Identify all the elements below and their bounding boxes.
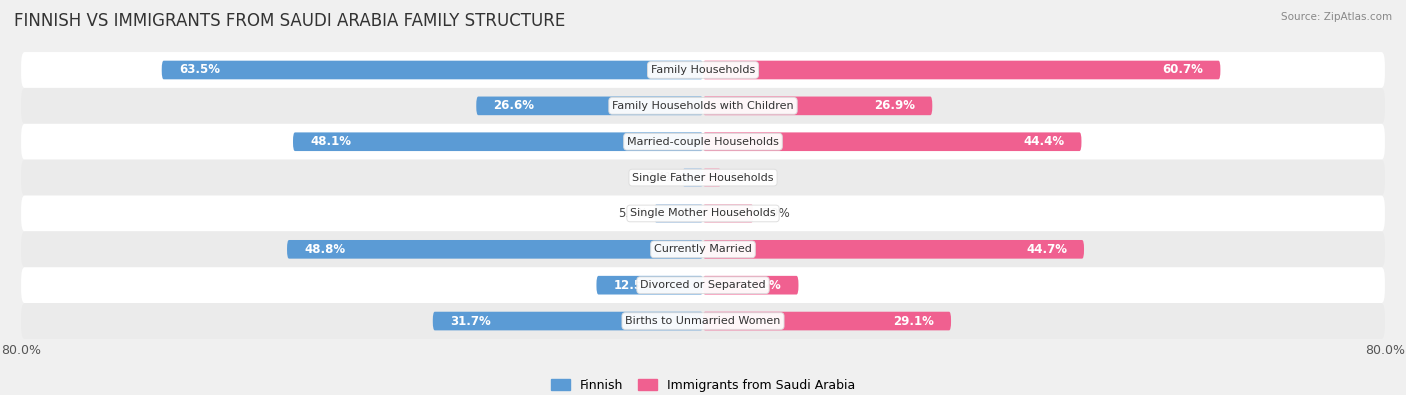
FancyBboxPatch shape (21, 231, 1385, 267)
FancyBboxPatch shape (703, 132, 1081, 151)
FancyBboxPatch shape (162, 61, 703, 79)
Text: 26.9%: 26.9% (875, 100, 915, 112)
FancyBboxPatch shape (703, 240, 1084, 259)
Text: 48.8%: 48.8% (304, 243, 346, 256)
Text: 5.7%: 5.7% (617, 207, 648, 220)
Text: Births to Unmarried Women: Births to Unmarried Women (626, 316, 780, 326)
Text: Single Father Households: Single Father Households (633, 173, 773, 182)
Text: 26.6%: 26.6% (494, 100, 534, 112)
FancyBboxPatch shape (703, 61, 1220, 79)
FancyBboxPatch shape (21, 88, 1385, 124)
FancyBboxPatch shape (21, 267, 1385, 303)
FancyBboxPatch shape (292, 132, 703, 151)
Text: 31.7%: 31.7% (450, 314, 491, 327)
FancyBboxPatch shape (703, 204, 754, 223)
FancyBboxPatch shape (21, 52, 1385, 88)
Text: 60.7%: 60.7% (1163, 64, 1204, 77)
FancyBboxPatch shape (21, 303, 1385, 339)
FancyBboxPatch shape (21, 124, 1385, 160)
FancyBboxPatch shape (703, 312, 950, 330)
FancyBboxPatch shape (21, 160, 1385, 196)
FancyBboxPatch shape (596, 276, 703, 295)
Text: FINNISH VS IMMIGRANTS FROM SAUDI ARABIA FAMILY STRUCTURE: FINNISH VS IMMIGRANTS FROM SAUDI ARABIA … (14, 12, 565, 30)
FancyBboxPatch shape (21, 196, 1385, 231)
Text: Source: ZipAtlas.com: Source: ZipAtlas.com (1281, 12, 1392, 22)
Text: 44.4%: 44.4% (1024, 135, 1064, 148)
Text: 63.5%: 63.5% (179, 64, 219, 77)
Text: Family Households with Children: Family Households with Children (612, 101, 794, 111)
FancyBboxPatch shape (703, 168, 721, 187)
Text: 5.9%: 5.9% (761, 207, 790, 220)
FancyBboxPatch shape (433, 312, 703, 330)
Text: 11.2%: 11.2% (741, 279, 782, 292)
Text: 44.7%: 44.7% (1026, 243, 1067, 256)
Text: Single Mother Households: Single Mother Households (630, 209, 776, 218)
Text: 48.1%: 48.1% (311, 135, 352, 148)
Text: Currently Married: Currently Married (654, 245, 752, 254)
FancyBboxPatch shape (703, 276, 799, 295)
Text: Family Households: Family Households (651, 65, 755, 75)
FancyBboxPatch shape (682, 168, 703, 187)
Text: 12.5%: 12.5% (613, 279, 654, 292)
FancyBboxPatch shape (654, 204, 703, 223)
FancyBboxPatch shape (287, 240, 703, 259)
Legend: Finnish, Immigrants from Saudi Arabia: Finnish, Immigrants from Saudi Arabia (546, 374, 860, 395)
Text: 2.4%: 2.4% (645, 171, 676, 184)
Text: 2.1%: 2.1% (728, 171, 758, 184)
Text: 29.1%: 29.1% (893, 314, 934, 327)
FancyBboxPatch shape (477, 96, 703, 115)
Text: Married-couple Households: Married-couple Households (627, 137, 779, 147)
FancyBboxPatch shape (703, 96, 932, 115)
Text: Divorced or Separated: Divorced or Separated (640, 280, 766, 290)
